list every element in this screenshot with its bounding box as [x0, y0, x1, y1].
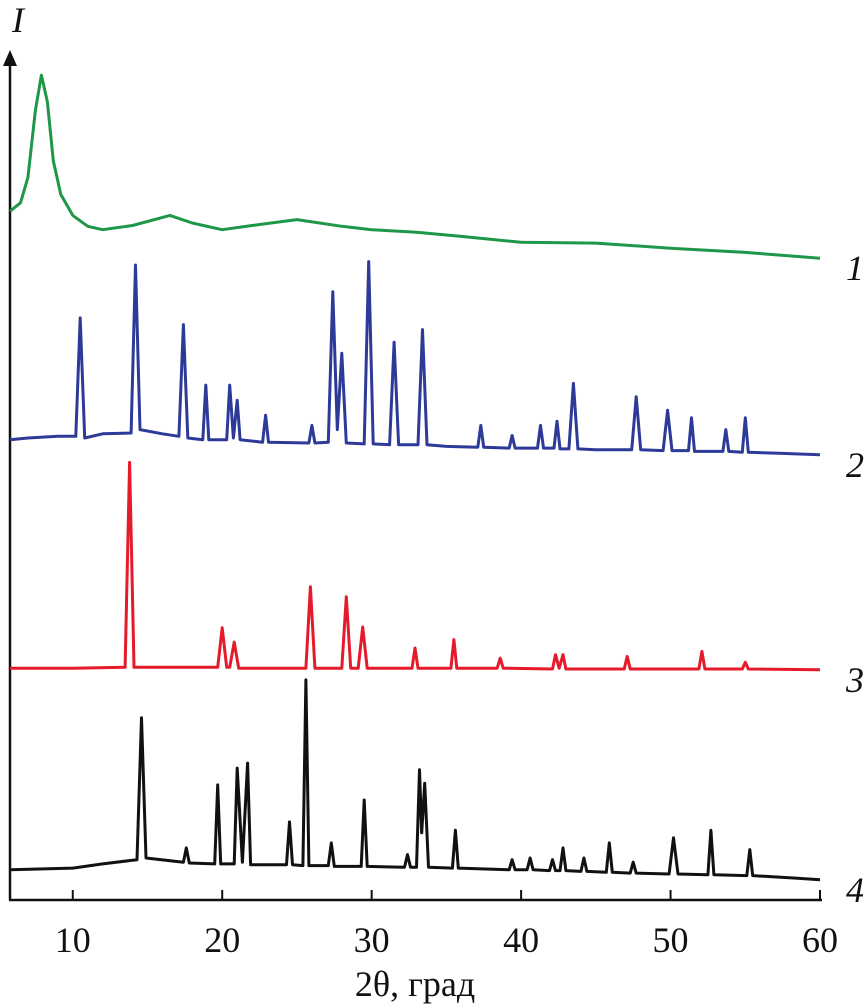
series-label: 1 [846, 248, 864, 288]
series-line [9, 73, 821, 260]
series-label: 4 [846, 870, 864, 910]
y-axis-arrow [3, 50, 17, 66]
x-tick-label: 10 [55, 920, 91, 960]
x-tick-label: 60 [802, 920, 838, 960]
x-tick-label: 50 [653, 920, 689, 960]
y-axis-label: I [11, 0, 26, 40]
series-label: 3 [845, 660, 864, 700]
x-tick-label: 20 [204, 920, 240, 960]
series-line [9, 678, 821, 882]
series-label: 2 [846, 445, 864, 485]
x-tick-label: 40 [503, 920, 539, 960]
x-axis-label: 2θ, град [355, 964, 475, 1004]
series-line [9, 260, 821, 457]
x-tick-label: 30 [354, 920, 390, 960]
series-line [10, 460, 821, 672]
